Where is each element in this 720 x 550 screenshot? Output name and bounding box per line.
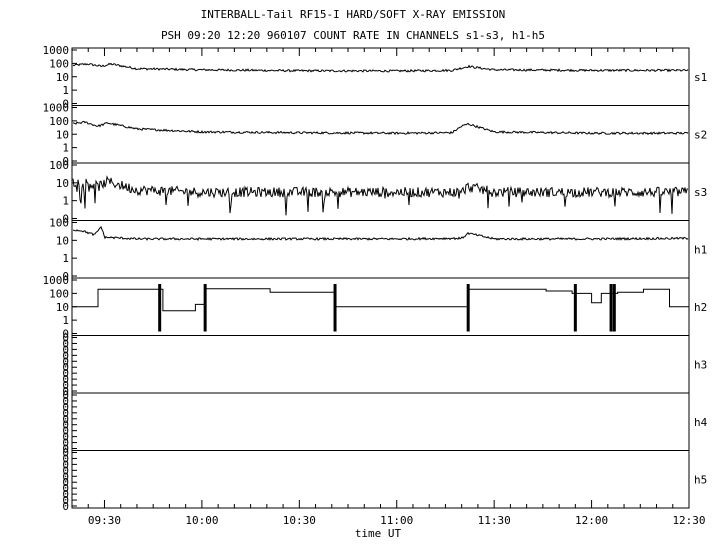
x-tick-label: 11:00 <box>380 514 413 527</box>
y-tick-label: 0 <box>62 452 69 465</box>
y-tick-label: 0 <box>62 494 69 507</box>
y-tick-label: 1 <box>62 252 69 265</box>
y-tick-label: 1000 <box>43 102 70 115</box>
y-tick-label: 0 <box>62 328 69 341</box>
y-tick-label: 100 <box>49 57 69 70</box>
x-axis-label: time UT <box>355 527 402 540</box>
y-tick-label: 0 <box>62 425 69 438</box>
spike-mark <box>466 284 470 332</box>
spike-mark <box>158 284 162 332</box>
x-tick-label: 12:00 <box>575 514 608 527</box>
channel-label: h3 <box>694 358 707 371</box>
channel-label: h5 <box>694 473 707 486</box>
series-line-s3 <box>72 175 689 216</box>
y-tick-label: 0 <box>62 401 69 414</box>
y-tick-label: 0 <box>62 419 69 432</box>
y-tick-label: 1000 <box>43 44 70 57</box>
y-tick-label: 10 <box>56 71 69 84</box>
y-tick-label: 10 <box>56 234 69 247</box>
channel-label: s3 <box>694 186 707 199</box>
chart-title: INTERBALL-Tail RF15-I HARD/SOFT X-RAY EM… <box>201 8 506 21</box>
y-tick-label: 0 <box>62 395 69 408</box>
y-tick-label: 0 <box>62 488 69 501</box>
channel-label: s2 <box>694 128 707 141</box>
channel-label: h4 <box>694 416 708 429</box>
y-tick-label: 0 <box>62 458 69 471</box>
y-tick-label: 0 <box>62 361 69 374</box>
spike-mark <box>609 284 613 332</box>
channel-label: h1 <box>694 243 707 256</box>
channel-label: s1 <box>694 71 707 84</box>
y-tick-label: 0 <box>62 482 69 495</box>
y-tick-label: 0 <box>62 476 69 489</box>
y-tick-label: 0 <box>62 385 69 398</box>
x-tick-label: 09:30 <box>88 514 121 527</box>
y-tick-label: 1 <box>62 142 69 155</box>
y-tick-label: 10 <box>56 128 69 141</box>
y-tick-label: 0 <box>62 332 69 345</box>
chart-subtitle: PSH 09:20 12:20 960107 COUNT RATE IN CHA… <box>161 29 545 42</box>
y-tick-label: 0 <box>62 343 69 356</box>
x-tick-label: 12:30 <box>672 514 705 527</box>
y-tick-label: 0 <box>62 447 69 460</box>
y-tick-label: 0 <box>62 355 69 368</box>
series-line-s2 <box>72 120 689 136</box>
y-tick-label: 0 <box>62 98 69 111</box>
y-tick-label: 0 <box>62 373 69 386</box>
y-tick-label: 0 <box>62 349 69 362</box>
y-tick-label: 10 <box>56 301 69 314</box>
y-tick-label: 0 <box>62 379 69 392</box>
y-tick-label: 0 <box>62 213 69 226</box>
series-line-h1 <box>72 225 689 241</box>
spike-mark <box>573 284 577 332</box>
y-tick-label: 0 <box>62 407 69 420</box>
panels: s110001001010s210001001010s31001010h1100… <box>43 44 708 513</box>
series-line-h2 <box>72 288 689 312</box>
x-tick-label: 10:00 <box>185 514 218 527</box>
y-tick-label: 0 <box>62 464 69 477</box>
y-tick-label: 0 <box>62 470 69 483</box>
y-tick-label: 1 <box>62 84 69 97</box>
channel-label: h2 <box>694 301 707 314</box>
spike-mark <box>333 284 337 332</box>
y-tick-label: 0 <box>62 413 69 426</box>
spike-mark <box>203 284 207 332</box>
y-tick-label: 0 <box>62 389 69 402</box>
y-tick-label: 0 <box>62 500 69 513</box>
y-tick-label: 0 <box>62 270 69 283</box>
y-tick-label: 10 <box>56 177 69 190</box>
series-line-s1 <box>72 62 689 73</box>
y-tick-label: 100 <box>49 287 69 300</box>
y-tick-label: 0 <box>62 367 69 380</box>
y-tick-label: 0 <box>62 431 69 444</box>
x-axis: 09:30 10:00 10:30 11:00 11:30 12:00 12:30 <box>71 48 706 527</box>
y-tick-label: 1 <box>62 195 69 208</box>
spike-mark <box>612 284 616 332</box>
y-tick-label: 100 <box>49 217 69 230</box>
y-tick-label: 100 <box>49 115 69 128</box>
y-tick-label: 1 <box>62 314 69 327</box>
y-tick-label: 0 <box>62 443 69 456</box>
x-tick-label: 10:30 <box>283 514 316 527</box>
x-tick-label: 11:30 <box>478 514 511 527</box>
y-tick-label: 1000 <box>43 274 70 287</box>
y-tick-label: 0 <box>62 155 69 168</box>
y-tick-label: 0 <box>62 437 69 450</box>
y-tick-label: 0 <box>62 337 69 350</box>
y-tick-label: 100 <box>49 159 69 172</box>
